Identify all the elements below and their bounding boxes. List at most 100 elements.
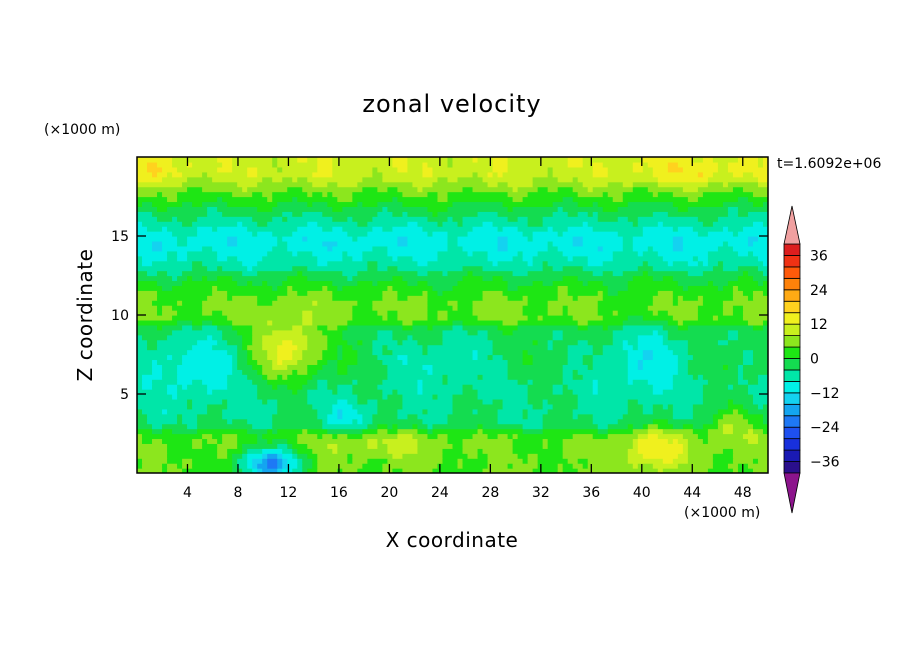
- field-cell: [402, 403, 454, 410]
- field-cell: [377, 398, 404, 405]
- field-cell: [597, 389, 654, 395]
- field-cell: [522, 310, 549, 316]
- field-cell: [242, 453, 248, 459]
- field-cell: [147, 418, 178, 425]
- field-cell: [237, 344, 243, 351]
- field-cell: [302, 428, 308, 435]
- field-cell: [272, 285, 278, 291]
- field-cell: [587, 319, 624, 326]
- field-cell: [392, 334, 409, 341]
- field-cell: [142, 260, 153, 267]
- field-cell: [642, 349, 654, 356]
- field-cell: [507, 433, 514, 440]
- x-unit-label: (×1000 m): [684, 505, 760, 521]
- field-cell: [677, 161, 719, 168]
- field-cell: [637, 463, 654, 469]
- field-cell: [272, 176, 283, 183]
- field-cell: [707, 255, 759, 262]
- field-cell: [242, 186, 248, 193]
- field-cell: [167, 389, 178, 395]
- field-cell: [557, 285, 569, 291]
- field-cell: [537, 458, 569, 464]
- field-cell: [262, 369, 293, 375]
- field-cell: [552, 265, 564, 272]
- field-cell: [352, 379, 358, 385]
- field-cell: [447, 191, 509, 198]
- field-cell: [562, 196, 574, 203]
- field-cell: [272, 364, 288, 370]
- field-cell: [472, 433, 489, 440]
- field-cell: [302, 329, 323, 336]
- field-cell: [472, 384, 529, 390]
- field-cell: [727, 463, 739, 469]
- field-cell: [762, 161, 768, 168]
- field-cell: [627, 408, 644, 415]
- field-cell: [272, 413, 318, 420]
- field-cell: [202, 201, 228, 207]
- field-cell: [627, 403, 644, 410]
- field-cell: [237, 255, 263, 262]
- field-cell: [542, 221, 584, 227]
- field-cell: [622, 339, 629, 346]
- field-cell: [742, 413, 764, 420]
- field-cell: [137, 418, 148, 425]
- field-cell: [237, 438, 258, 444]
- field-cell: [557, 463, 564, 469]
- field-cell: [292, 349, 303, 356]
- field-cell: [477, 211, 499, 217]
- field-cell: [252, 458, 263, 464]
- field-cell: [162, 305, 173, 311]
- field-cell: [527, 295, 559, 301]
- field-cell: [447, 315, 479, 321]
- field-cell: [232, 191, 253, 198]
- field-cell: [137, 364, 153, 370]
- field-cell: [447, 196, 514, 203]
- field-cell: [217, 166, 233, 173]
- field-cell: [737, 206, 768, 212]
- field-cell: [382, 394, 388, 400]
- colorbar-label: 36: [810, 248, 828, 264]
- field-cell: [597, 379, 629, 385]
- field-cell: [697, 374, 704, 380]
- field-cell: [392, 211, 404, 217]
- field-cell: [702, 389, 749, 395]
- field-cell: [582, 463, 589, 469]
- field-cell: [587, 186, 594, 193]
- field-cell: [527, 389, 554, 395]
- field-cell: [472, 270, 514, 277]
- field-cell: [372, 166, 378, 173]
- field-cell: [387, 394, 404, 400]
- field-cell: [682, 236, 749, 242]
- field-cell: [572, 463, 584, 469]
- field-cell: [742, 349, 754, 356]
- field-cell: [277, 354, 293, 361]
- field-cell: [237, 349, 248, 356]
- field-cell: [562, 443, 634, 449]
- field-cell: [297, 453, 308, 459]
- field-cell: [492, 166, 509, 173]
- field-cell: [137, 236, 178, 242]
- field-cell: [342, 344, 353, 351]
- field-cell: [352, 191, 404, 198]
- field-cell: [192, 344, 213, 351]
- field-cell: [617, 290, 659, 296]
- field-cell: [262, 334, 308, 341]
- field-cell: [417, 448, 444, 454]
- field-cell: [562, 379, 594, 385]
- field-cell: [397, 315, 429, 321]
- field-cell: [212, 226, 218, 232]
- field-cell: [392, 161, 409, 168]
- field-cell: [377, 428, 388, 435]
- field-cell: [667, 344, 689, 351]
- field-cell: [272, 245, 288, 252]
- field-cell: [542, 423, 599, 430]
- field-cell: [137, 157, 173, 163]
- field-cell: [382, 349, 394, 356]
- field-cell: [337, 413, 343, 420]
- field-cell: [252, 463, 258, 469]
- field-cell: [537, 453, 564, 459]
- field-cell: [337, 384, 353, 390]
- field-cell: [137, 334, 143, 341]
- field-cell: [192, 221, 238, 227]
